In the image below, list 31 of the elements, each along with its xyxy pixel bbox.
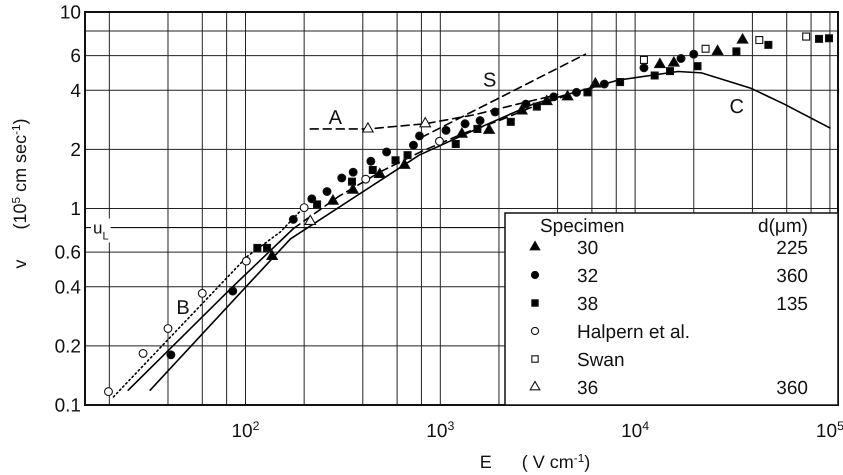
series-label: B: [176, 297, 190, 320]
series-label: A: [328, 106, 343, 129]
x-axis-title: E ( V cm$^{-1}$): [480, 452, 590, 472]
annotation: 360: [776, 378, 808, 399]
legend-label: 30: [577, 238, 598, 259]
series-label: S: [482, 70, 496, 92]
legend-label: Halpern et al.: [577, 322, 690, 343]
legend-title: Specimen: [540, 216, 624, 237]
y-tick-label: 0.4: [54, 277, 82, 298]
y-tick-label: 1: [70, 199, 81, 220]
legend-label: Swan: [577, 350, 625, 371]
y-tick-label: 0.2: [54, 336, 81, 358]
x-tick-label: 10$^{2}$: [232, 419, 260, 442]
y-tick-label: 0.1: [54, 396, 81, 417]
legend-label: 38: [577, 294, 598, 315]
annotation: 135: [776, 294, 808, 315]
series-label: C: [730, 96, 744, 118]
y-tick-label: 2: [70, 140, 81, 161]
x-tick-label: 10$^{3}$: [426, 419, 454, 442]
y-tick-label: 4: [70, 80, 82, 102]
y-tick-label: 6: [70, 46, 81, 68]
annotation: d(μm): [758, 216, 808, 237]
x-tick-label: 10$^{4}$: [621, 419, 650, 442]
y-tick-label: 0.6: [54, 242, 81, 264]
legend-label: 32: [577, 266, 598, 287]
x-tick-label: 10$^{5}$: [816, 419, 843, 442]
legend-label: 36: [577, 378, 598, 399]
y-tick-label: 10: [60, 2, 81, 24]
annotation: 360: [776, 266, 808, 287]
annotation: 225: [776, 238, 808, 259]
ref-line-label: u$_{L}$: [93, 218, 109, 242]
